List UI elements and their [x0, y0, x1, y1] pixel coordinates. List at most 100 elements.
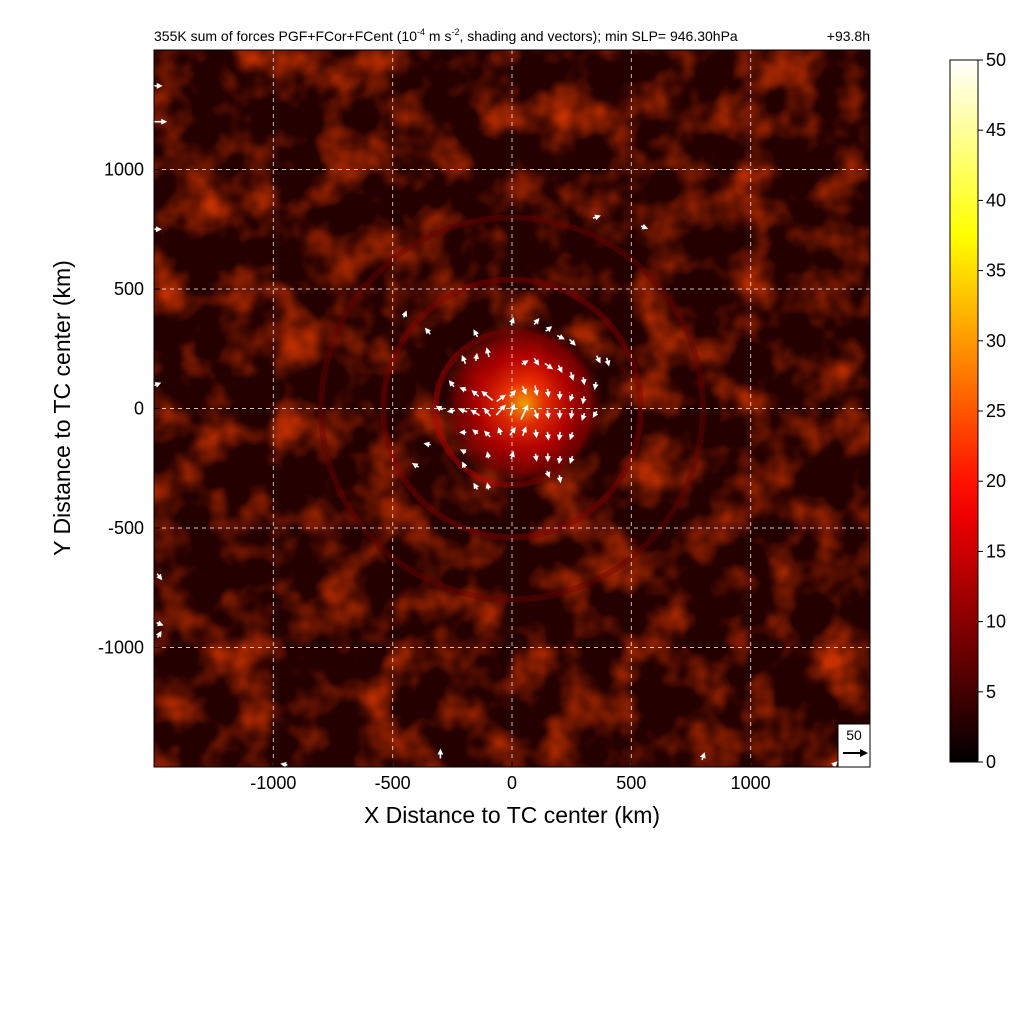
force-vector: [424, 327, 432, 335]
force-vector: [473, 352, 480, 361]
force-vector: [459, 449, 467, 455]
force-vector: [435, 405, 443, 412]
x-tick-label: 1000: [731, 773, 771, 793]
x-tick-label: 0: [507, 773, 517, 793]
force-vector: [580, 412, 587, 422]
force-vector: [544, 431, 551, 441]
force-vector: [472, 429, 479, 436]
field-ring: [318, 214, 706, 603]
force-vector: [509, 389, 517, 397]
force-vector: [568, 371, 575, 381]
force-vector: [520, 404, 529, 420]
force-vector: [401, 310, 408, 318]
colorbar-tick-label: 15: [986, 541, 1006, 561]
y-tick-label: 1000: [104, 160, 144, 180]
reference-vector-label: 50: [846, 727, 862, 743]
force-vector: [485, 347, 491, 358]
force-vector: [544, 362, 554, 370]
force-vector: [485, 451, 492, 459]
y-tick-label: 0: [134, 399, 144, 419]
chart-title: 355K sum of forces PGF+FCor+FCent (10-4 …: [154, 27, 738, 44]
force-vector: [568, 410, 575, 420]
force-vector: [423, 441, 431, 448]
force-vector: [604, 357, 611, 367]
force-vector: [533, 385, 539, 397]
force-vector: [592, 214, 601, 221]
force-vector: [155, 630, 162, 639]
force-vector: [544, 388, 551, 398]
colorbar-tick-label: 5: [986, 682, 996, 702]
x-axis: -1000 -500 0 500 1000: [250, 761, 771, 793]
force-vector: [462, 461, 468, 469]
field-ring: [380, 276, 644, 541]
force-vector: [544, 410, 551, 420]
reference-vector-box: [837, 723, 871, 768]
x-tick-label: -1000: [250, 773, 296, 793]
force-vector: [471, 390, 480, 397]
reference-vector: 50: [837, 723, 871, 768]
y-tick-label: -1000: [98, 638, 144, 658]
force-vector: [473, 329, 479, 338]
force-vector: [459, 386, 467, 393]
force-vector: [470, 409, 480, 417]
field-core: [438, 317, 610, 490]
y-axis-title: Y Distance to TC center (km): [49, 260, 75, 556]
colorbar-tick-label: 10: [986, 612, 1006, 632]
colorbar-tick-label: 40: [986, 190, 1006, 210]
force-vector: [509, 403, 516, 416]
force-vector: [509, 450, 515, 460]
force-vector: [699, 752, 706, 761]
y-tick-label: 500: [114, 279, 144, 299]
force-vector: [568, 393, 575, 402]
colorbar-tick-label: 50: [986, 50, 1006, 70]
colorbar-tick-label: 35: [986, 261, 1006, 281]
force-vector: [532, 453, 539, 462]
force-vector: [532, 429, 539, 439]
colorbar-tick-label: 20: [986, 471, 1006, 491]
y-tick-label: -500: [108, 518, 144, 538]
force-vector: [458, 407, 468, 414]
force-vector: [495, 404, 506, 416]
force-vector: [533, 357, 540, 366]
force-vector: [521, 386, 527, 396]
force-vector: [592, 381, 599, 391]
force-vector: [411, 463, 420, 469]
time-label: +93.8h: [827, 28, 870, 44]
force-vector: [533, 409, 539, 420]
force-vector: [831, 761, 838, 767]
force-vector: [569, 338, 576, 346]
force-vector: [595, 355, 601, 364]
force-vector: [533, 318, 540, 326]
force-vector: [448, 380, 455, 388]
force-vector: [497, 427, 504, 436]
force-vector: [485, 482, 492, 490]
colorbar-tick-label: 25: [986, 401, 1006, 421]
force-vector: [446, 407, 455, 414]
force-vector: [544, 470, 551, 478]
force-vector: [521, 426, 527, 437]
force-vector: [461, 355, 467, 364]
force-vector: [556, 364, 563, 374]
x-tick-label: 500: [616, 773, 646, 793]
force-vector: [509, 427, 516, 436]
force-vector: [483, 408, 492, 417]
force-vector: [580, 377, 587, 386]
force-vector: [580, 396, 587, 405]
force-vector: [521, 360, 529, 366]
x-tick-label: -500: [375, 773, 411, 793]
force-vector: [592, 410, 599, 418]
force-vector: [473, 482, 480, 490]
force-vector: [568, 455, 575, 465]
colorbar-tick-label: 45: [986, 120, 1006, 140]
colorbar-tick-label: 30: [986, 331, 1006, 351]
colorbar: 0 5 10 15 20 25 30 35 40 45 50: [949, 50, 1006, 772]
force-vector: [496, 394, 506, 403]
force-vector: [156, 620, 164, 627]
force-vector: [556, 456, 563, 465]
force-vector: [545, 326, 553, 333]
force-vector: [481, 390, 494, 401]
y-axis: 1000 500 0 -500 -1000: [98, 160, 160, 658]
x-axis-title: X Distance to TC center (km): [364, 802, 660, 828]
force-vector: [556, 431, 563, 441]
